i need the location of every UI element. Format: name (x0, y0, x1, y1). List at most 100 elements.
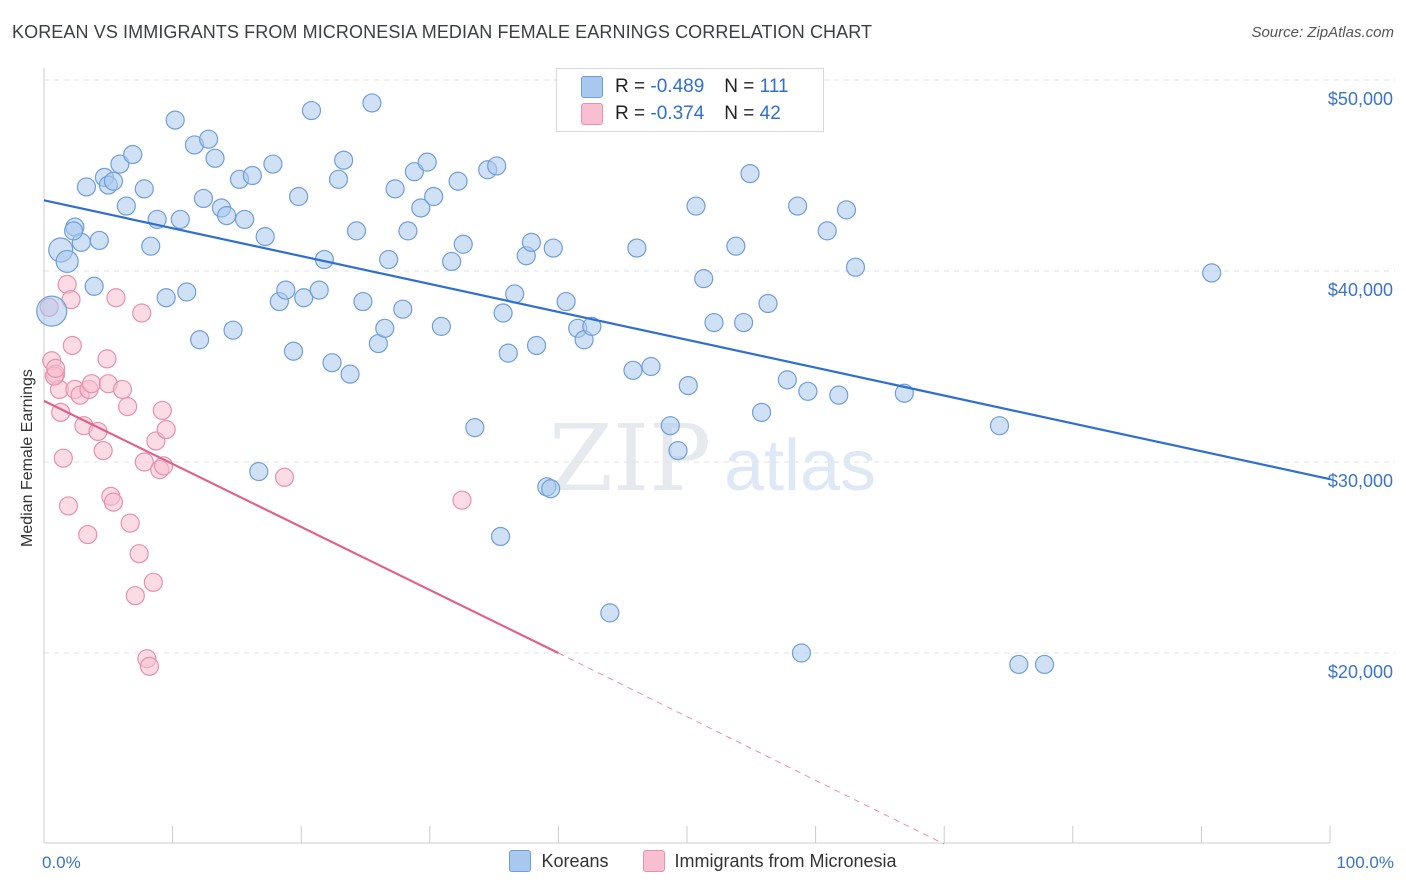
y-tick-labels: $20,000 $30,000 $40,000 $50,000 (1328, 89, 1393, 682)
korean-point (123, 144, 143, 165)
y-tick-label: $50,000 (1328, 89, 1393, 109)
korean-point (1202, 263, 1222, 283)
korean-point (36, 295, 68, 327)
korean-point (255, 227, 275, 247)
korean-point (487, 156, 507, 176)
korean-point (235, 209, 255, 230)
micronesia-point (156, 419, 176, 440)
watermark-zip: ZIP (549, 405, 711, 512)
koreans-legend-icon (509, 850, 532, 872)
korean-point (249, 461, 269, 482)
korean-point (110, 154, 130, 174)
legend-r-value: -0.489 (650, 76, 705, 97)
micronesia-point (81, 374, 102, 394)
korean-point (328, 169, 349, 189)
korean-point (740, 163, 760, 184)
y-tick-label: $40,000 (1328, 280, 1393, 300)
micronesia-point (106, 288, 126, 308)
korean-point (798, 381, 818, 401)
korean-point (777, 370, 797, 390)
korean-point (242, 165, 262, 186)
micronesia-point (103, 492, 124, 512)
micronesia-point (134, 452, 154, 472)
korean-point (334, 150, 354, 170)
korean-point (623, 360, 643, 380)
micronesia-point (139, 656, 160, 676)
legend-n-label: N = (724, 103, 755, 124)
korean-point (668, 440, 688, 461)
korean-point (704, 312, 724, 333)
watermark: ZIP atlas (549, 405, 876, 512)
legend-n-value: 111 (759, 76, 789, 97)
korean-point (76, 177, 97, 197)
legend-row-micronesia: R = -0.374 N = 42 (581, 101, 781, 127)
micronesia-point (53, 448, 73, 468)
korean-point (582, 316, 602, 336)
micronesia-trend-extension (558, 652, 945, 845)
korean-point (411, 198, 431, 218)
koreans-swatch-icon (581, 76, 603, 98)
korean-point (346, 221, 367, 241)
korean-point (375, 318, 395, 338)
korean-point (170, 209, 190, 230)
legend-n-label: N = (724, 76, 755, 97)
korean-point (301, 100, 322, 121)
korean-point (543, 238, 563, 258)
micronesia-point (62, 335, 82, 356)
micronesia-point (152, 400, 172, 421)
korean-point (217, 206, 237, 226)
korean-point (600, 603, 620, 623)
korean-point (641, 356, 661, 377)
korean-point (686, 196, 706, 216)
micronesia-legend-icon (642, 850, 665, 872)
korean-point (490, 526, 511, 547)
chart-title: KOREAN VS IMMIGRANTS FROM MICRONESIA MED… (12, 22, 873, 42)
korean-point (289, 186, 309, 207)
korean-point (448, 171, 468, 191)
korean-point (417, 152, 437, 172)
korean-point (165, 110, 185, 130)
micronesia-point (112, 379, 133, 400)
korean-point (177, 282, 197, 302)
korean-point (134, 179, 154, 199)
axes (43, 68, 1331, 844)
legend-n-value: 42 (759, 103, 781, 124)
korean-point (398, 221, 418, 241)
korean-point (817, 221, 837, 241)
series-legend: Koreans Immigrants from Micronesia (0, 850, 1406, 872)
korean-point (989, 416, 1010, 436)
korean-point (627, 238, 647, 258)
korean-point (362, 93, 382, 113)
koreans-trend-line (43, 199, 1331, 481)
micronesia-point (274, 467, 295, 487)
legend-r-value: -0.374 (650, 103, 705, 124)
korean-point (393, 299, 413, 319)
korean-point (678, 376, 698, 396)
korean-point (431, 316, 451, 336)
korean-point (193, 188, 214, 209)
korean-point (498, 343, 518, 363)
micronesia-point (129, 544, 149, 564)
korean-point (845, 257, 866, 277)
micronesia-point (143, 572, 163, 592)
korean-point (283, 341, 304, 361)
korean-point (453, 234, 473, 254)
korean-point (694, 269, 714, 289)
korean-point (733, 312, 754, 333)
korean-point (103, 171, 124, 191)
korean-point (156, 288, 176, 308)
korean-point (442, 251, 462, 272)
korean-point (141, 236, 161, 256)
korean-point (541, 479, 561, 499)
korean-point (116, 196, 136, 216)
micronesia-point (125, 586, 145, 606)
korean-point (829, 385, 849, 405)
korean-point (322, 353, 342, 373)
korean-point (521, 232, 541, 252)
stats-legend: R = -0.489 N = 111 R = -0.374 N = 42 (556, 68, 824, 132)
korean-point (385, 179, 405, 199)
y-tick-label: $20,000 (1328, 662, 1393, 682)
legend-label-koreans: Koreans (541, 850, 609, 871)
korean-point (199, 129, 219, 149)
korean-point (63, 221, 84, 241)
